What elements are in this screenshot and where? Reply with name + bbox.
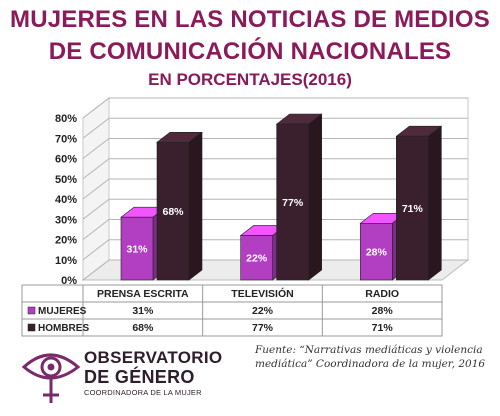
y-tick-label: 30% — [55, 214, 77, 226]
source-line1: Fuente: “Narrativas mediáticas y violenc… — [255, 344, 483, 356]
legend-swatch — [27, 323, 36, 332]
mujeres-bar — [360, 223, 393, 281]
table-cell: 22% — [252, 305, 274, 317]
y-tick-label: 0% — [61, 275, 77, 287]
table-cell: 31% — [132, 305, 154, 317]
table-cell: 68% — [132, 322, 154, 334]
hombres-bar — [156, 142, 190, 281]
y-tick-label: 40% — [55, 194, 77, 206]
gridline — [82, 97, 468, 119]
y-tick-label: 20% — [55, 235, 77, 247]
category-label: PRENSA ESCRITA — [97, 288, 189, 300]
logo-line1: OBSERVATORIO — [84, 348, 223, 367]
hombres-bar — [276, 123, 309, 281]
table-cell: 28% — [372, 305, 394, 317]
bar-chart: 0% 10% 20% 30% 40% 50% 60% 70% 80% 31% 68% 22% 77% 28… — [21, 96, 470, 337]
observatorio-logo: OBSERVATORIO DE GÉNERO COORDINADORA DE L… — [21, 345, 223, 410]
gridline — [82, 239, 468, 261]
hombres-bar-side — [188, 131, 203, 281]
hombres-bar-label: 68% — [162, 206, 184, 218]
data-table — [21, 284, 443, 337]
hombres-bar-side — [428, 125, 442, 281]
legend-label: MUJERES — [38, 306, 87, 317]
hombres-bar-label: 71% — [402, 203, 424, 215]
gridline — [82, 178, 468, 200]
y-tick-label: 80% — [55, 113, 77, 125]
gridline — [82, 138, 468, 159]
source-line2: mediática” Coordinadora de la mujer, 201… — [255, 358, 486, 370]
logo-line2: DE GÉNERO — [84, 367, 195, 387]
y-tick-label: 70% — [55, 133, 77, 145]
y-tick-label: 50% — [55, 174, 77, 186]
y-tick-label: 60% — [55, 154, 77, 166]
category-label: RADIO — [365, 288, 399, 300]
logo-subtitle: COORDINADORA DE LA MUJER — [84, 388, 202, 397]
source-note: Fuente: “Narrativas mediáticas y violenc… — [255, 343, 495, 371]
mujeres-bar-label: 22% — [246, 253, 268, 265]
mujeres-bar-label: 28% — [366, 247, 388, 259]
hombres-bar — [396, 135, 429, 281]
legend-label: HOMBRES — [38, 323, 89, 334]
table-cell: 77% — [252, 322, 274, 334]
gridline — [82, 198, 468, 220]
hombres-bar-side — [308, 113, 322, 281]
mujeres-bar-label: 31% — [126, 244, 148, 256]
category-label: TELEVISIÓN — [231, 287, 293, 300]
mujeres-bar — [120, 216, 154, 281]
table-cell: 71% — [372, 322, 394, 334]
chart-title-line2: DE COMUNICACIÓN NACIONALES — [48, 38, 452, 65]
gridline — [82, 259, 468, 281]
chart-title-line1: MUJERES EN LAS NOTICIAS DE MEDIOS — [10, 6, 490, 33]
y-tick-label: 10% — [55, 255, 77, 267]
chart-subtitle: EN PORCENTAJES(2016) — [148, 70, 352, 89]
mujeres-bar — [240, 235, 273, 281]
eye-venus-icon — [21, 353, 81, 403]
gridline — [82, 117, 468, 139]
hombres-bar-label: 77% — [282, 197, 304, 209]
gridline — [82, 158, 468, 180]
legend-swatch — [27, 306, 36, 315]
gridline — [82, 219, 468, 240]
